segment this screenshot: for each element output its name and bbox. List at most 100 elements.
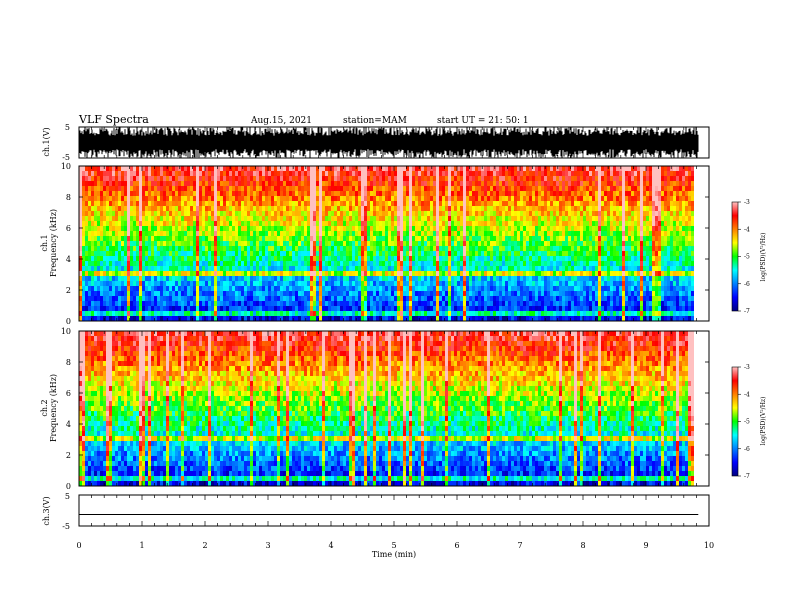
spectrogram-cell — [310, 181, 314, 187]
spectrogram-cell — [163, 311, 167, 317]
spectrogram-cell — [265, 241, 269, 247]
spectrogram-cell — [127, 296, 131, 302]
spectrogram-cell — [307, 246, 311, 252]
spectrogram-cell — [250, 261, 254, 267]
spectrogram-cell — [196, 186, 200, 192]
spectrogram-cell — [397, 206, 401, 212]
spectrogram-cell — [331, 291, 335, 297]
spectrogram-cell — [442, 176, 446, 182]
spectrogram-cell — [166, 246, 170, 252]
spectrogram-cell — [358, 231, 362, 237]
spectrogram-cell — [409, 236, 413, 242]
spectrogram-cell — [127, 286, 131, 292]
spectrogram-cell — [391, 311, 395, 317]
spectrogram-cell — [487, 251, 491, 257]
spectrogram-cell — [376, 311, 380, 317]
spectrogram-cell — [121, 216, 125, 222]
spectrogram-cell — [130, 231, 134, 237]
spectrogram-cell — [238, 246, 242, 252]
spectrogram-cell — [415, 211, 419, 217]
spectrogram-cell — [433, 166, 437, 172]
spectrogram-cell — [145, 226, 149, 232]
spectrogram-cell — [430, 266, 434, 272]
spectrogram-cell — [490, 216, 494, 222]
spectrogram-cell — [442, 226, 446, 232]
spectrogram-cell — [523, 226, 527, 232]
spectrogram-cell — [298, 201, 302, 207]
spectrogram-cell — [478, 201, 482, 207]
spectrogram-cell — [304, 301, 308, 307]
spectrogram-cell — [130, 171, 134, 177]
spectrogram-cell — [118, 276, 122, 282]
spectrogram-cell — [547, 191, 551, 197]
spectrogram-cell — [145, 251, 149, 257]
spectrogram-cell — [298, 271, 302, 277]
spectrogram-cell — [535, 311, 539, 317]
spectrogram-cell — [151, 241, 155, 247]
spectrogram-cell — [340, 211, 344, 217]
spectrogram-cell — [184, 231, 188, 237]
spectrogram-cell — [382, 226, 386, 232]
spectrogram-cell — [364, 246, 368, 252]
spectrogram-cell — [253, 276, 257, 282]
spectrogram-cell — [202, 196, 206, 202]
spectrogram-cell — [520, 196, 524, 202]
spectrogram-cell — [226, 191, 230, 197]
spectrogram-cell — [358, 236, 362, 242]
spectrogram-cell — [181, 236, 185, 242]
spectrogram-cell — [505, 301, 509, 307]
spectrogram-cell — [442, 296, 446, 302]
spectrogram-cell — [124, 196, 128, 202]
spectrogram-cell — [382, 176, 386, 182]
spectrogram-cell — [130, 306, 134, 312]
spectrogram-cell — [127, 241, 131, 247]
spectrogram-cell — [154, 166, 158, 172]
spectrogram-cell — [454, 276, 458, 282]
spectrogram-cell — [274, 191, 278, 197]
spectrogram-cell — [127, 206, 131, 212]
spectrogram-cell — [385, 221, 389, 227]
spectrogram-cell — [403, 226, 407, 232]
spectrogram-cell — [301, 216, 305, 222]
spectrogram-cell — [469, 276, 473, 282]
spectrogram-cell — [463, 301, 467, 307]
spectrogram-cell — [493, 291, 497, 297]
spectrogram-cell — [94, 271, 98, 277]
ch1-waveform-trace — [79, 127, 699, 158]
spectrogram-cell — [493, 231, 497, 237]
spectrogram-cell — [553, 256, 557, 262]
spectrogram-cell — [559, 226, 563, 232]
spectrogram-cell — [88, 261, 92, 267]
spectrogram-cell — [463, 246, 467, 252]
spectrogram-cell — [484, 271, 488, 277]
spectrogram-cell — [424, 226, 428, 232]
spectrogram-cell — [319, 206, 323, 212]
spectrogram-cell — [484, 291, 488, 297]
spectrogram-cell — [265, 231, 269, 237]
spectrogram-cell — [214, 201, 218, 207]
spectrogram-cell — [487, 186, 491, 192]
spectrogram-cell — [388, 306, 392, 312]
spectrogram-cell — [310, 251, 314, 257]
spectrogram-cell — [295, 186, 299, 192]
spectrogram-cell — [232, 226, 236, 232]
spectrogram-cell — [364, 191, 368, 197]
spectrogram-cell — [184, 211, 188, 217]
spectrogram-cell — [454, 171, 458, 177]
spectrogram-cell — [358, 211, 362, 217]
spectrogram-cell — [283, 191, 287, 197]
spectrogram-cell — [100, 216, 104, 222]
spectrogram-cell — [388, 316, 392, 321]
spectrogram-cell — [235, 286, 239, 292]
spectrogram-cell — [415, 201, 419, 207]
spectrogram-cell — [379, 191, 383, 197]
spectrogram-cell — [541, 196, 545, 202]
spectrogram-cell — [205, 251, 209, 257]
spectrogram-cell — [334, 211, 338, 217]
spectrogram-cell — [241, 206, 245, 212]
spectrogram-cell — [202, 316, 206, 321]
spectrogram-cell — [100, 316, 104, 321]
spectrogram-cell — [442, 216, 446, 222]
spectrogram-cell — [508, 306, 512, 312]
spectrogram-cell — [187, 231, 191, 237]
